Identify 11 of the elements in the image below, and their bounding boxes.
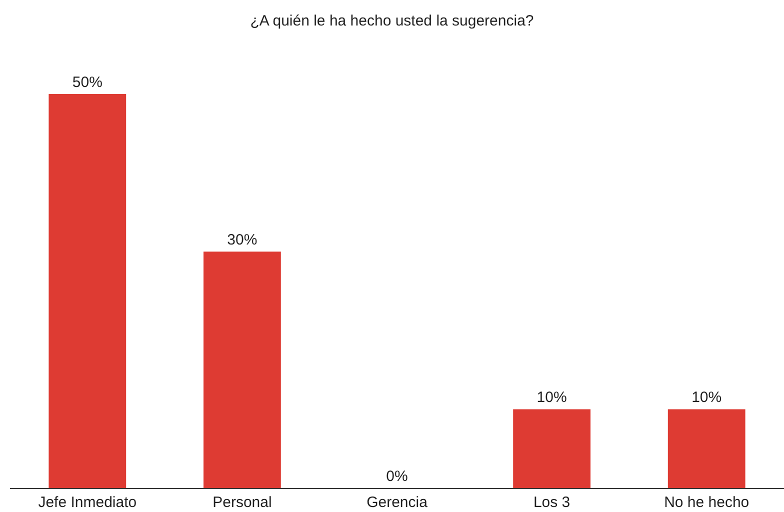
x-tick-label: Los 3 <box>533 494 570 511</box>
data-label: 30% <box>227 232 258 249</box>
data-label: 10% <box>536 389 567 406</box>
x-tick-label: Jefe Inmediato <box>38 494 137 511</box>
x-tick-label: No he hecho <box>664 494 750 511</box>
x-tick-label: Personal <box>212 494 272 511</box>
data-label: 10% <box>692 389 722 406</box>
x-tick-label: Gerencia <box>366 494 428 511</box>
data-label: 0% <box>386 468 408 485</box>
chart-title: ¿A quién le ha hecho usted la sugerencia? <box>250 12 534 30</box>
data-label: 50% <box>72 74 102 91</box>
